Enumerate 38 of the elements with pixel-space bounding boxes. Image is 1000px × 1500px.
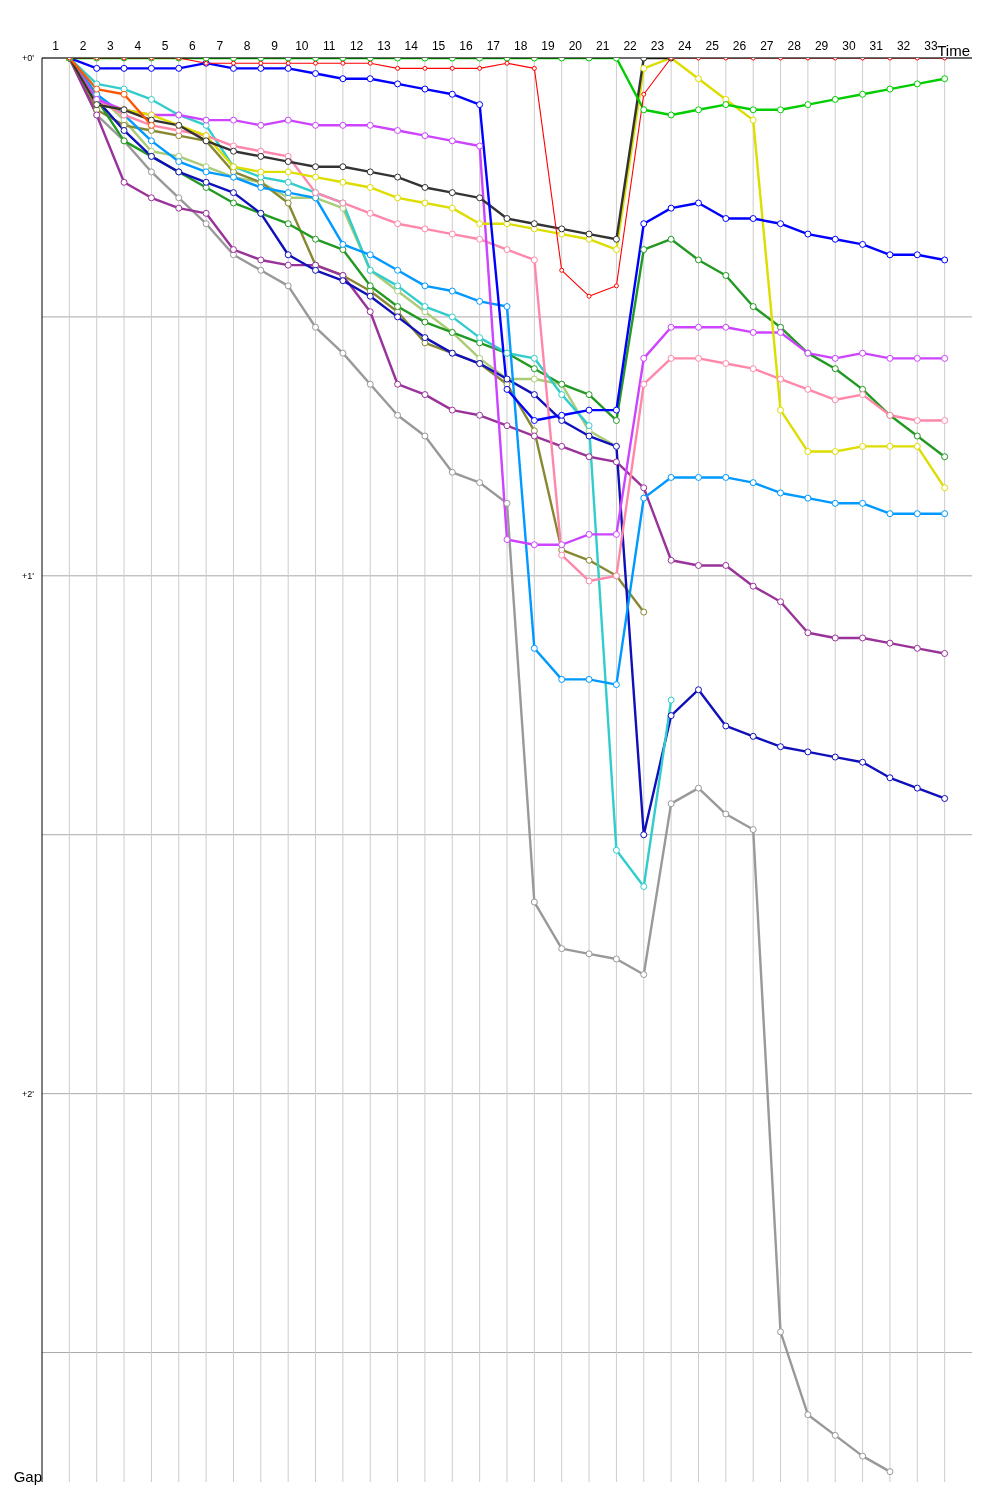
- x-tick-label: 16: [459, 39, 473, 53]
- x-tick-label: 7: [216, 39, 224, 53]
- x-tick-label: 21: [596, 39, 610, 53]
- y-axis-title: Gap: [13, 1468, 42, 1485]
- x-tick-label: 11: [322, 39, 336, 53]
- x-tick-label: 15: [431, 39, 446, 53]
- x-tick-label: 1: [52, 39, 60, 53]
- x-tick-label: 25: [705, 39, 720, 53]
- x-tick-label: 12: [349, 39, 364, 53]
- x-tick-label: 2: [79, 39, 87, 53]
- x-tick-label: 33: [924, 39, 938, 53]
- x-tick-label: 4: [134, 39, 142, 53]
- x-tick-label: 3: [107, 39, 115, 53]
- x-tick-label: 23: [650, 39, 665, 53]
- x-tick-label: 29: [814, 39, 829, 53]
- x-tick-label: 32: [896, 39, 911, 53]
- x-tick-label: 10: [295, 39, 309, 53]
- x-tick-label: 28: [787, 39, 802, 53]
- x-tick-label: 19: [541, 39, 556, 53]
- y-tick-label: +1': [22, 571, 35, 582]
- x-tick-label: 20: [568, 39, 583, 53]
- y-tick-label: +0': [22, 53, 35, 64]
- x-tick-label: 17: [486, 39, 501, 53]
- x-tick-label: 8: [243, 39, 251, 53]
- x-tick-label: 30: [842, 39, 856, 53]
- x-tick-label: 18: [514, 39, 528, 53]
- x-tick-label: 27: [760, 39, 774, 53]
- y-tick-label: +2': [22, 1088, 35, 1099]
- x-tick-label: 5: [161, 39, 169, 53]
- x-tick-label: 13: [377, 39, 391, 53]
- x-tick-label: 22: [623, 39, 638, 53]
- x-tick-label: 26: [732, 39, 747, 53]
- x-tick-label: 14: [404, 39, 419, 53]
- x-tick-label: 24: [678, 39, 692, 53]
- x-tick-label: 6: [189, 39, 197, 53]
- x-axis-title: Time: [937, 42, 970, 59]
- x-tick-label: 31: [869, 39, 884, 53]
- x-tick-label: 9: [271, 39, 279, 53]
